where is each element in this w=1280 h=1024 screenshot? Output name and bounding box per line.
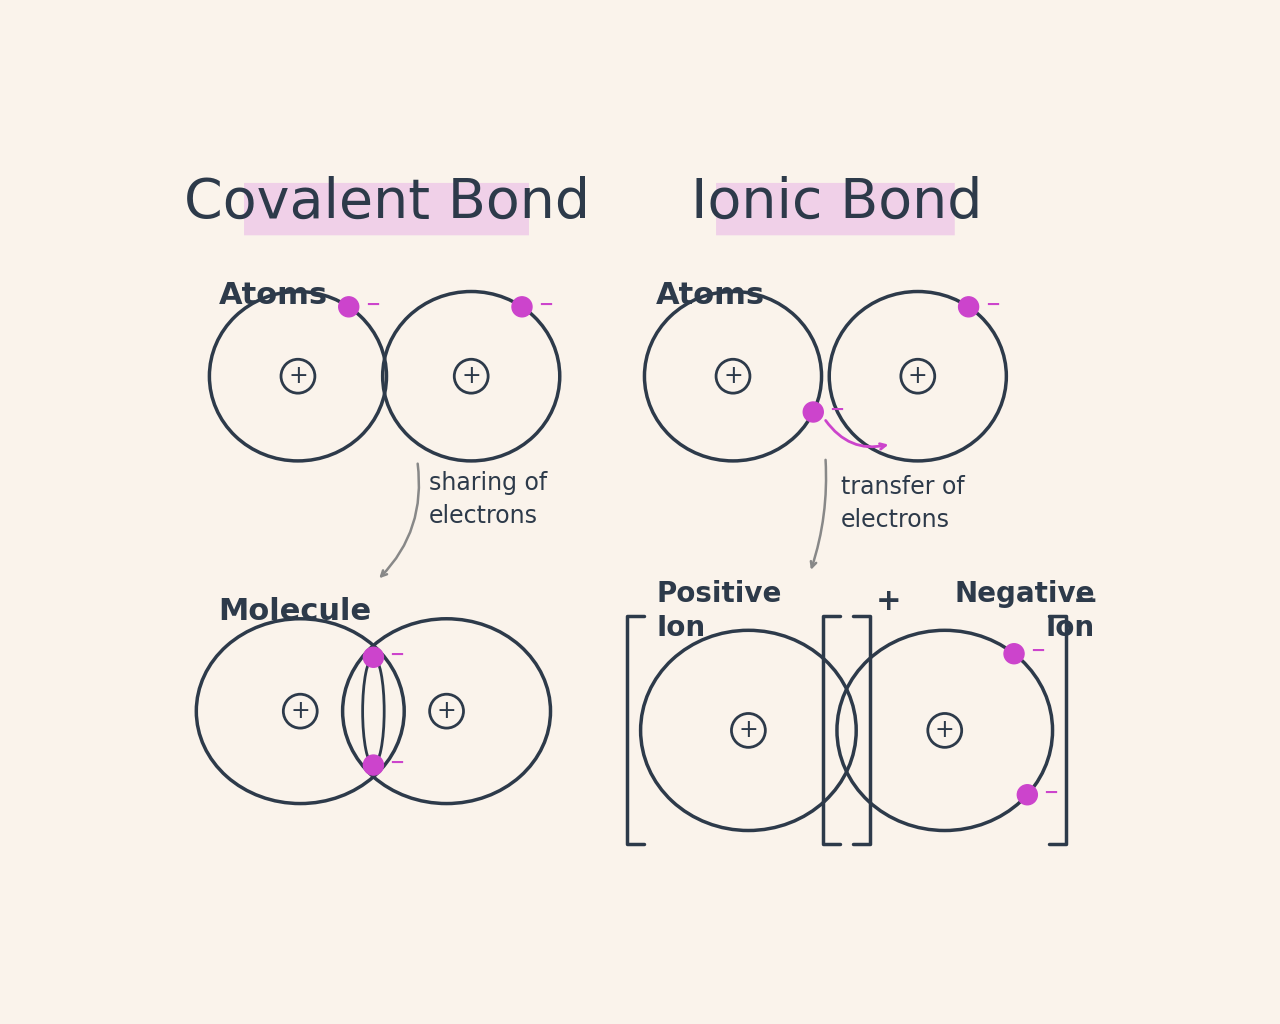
Text: −: − [984, 296, 1000, 313]
Text: +: + [288, 365, 307, 388]
Text: Ionic Bond: Ionic Bond [691, 176, 983, 230]
Text: Atoms: Atoms [219, 281, 328, 310]
Text: Covalent Bond: Covalent Bond [183, 176, 590, 230]
Text: Atoms: Atoms [657, 281, 765, 310]
Circle shape [1018, 784, 1037, 805]
Text: −: − [1043, 783, 1059, 802]
Text: −: − [389, 646, 404, 664]
Text: sharing of
electrons: sharing of electrons [429, 471, 547, 528]
Text: +: + [908, 365, 928, 388]
Text: −: − [1030, 642, 1046, 660]
Text: +: + [461, 365, 481, 388]
Text: +: + [291, 699, 310, 723]
Circle shape [364, 647, 384, 668]
Circle shape [959, 297, 979, 316]
Text: −: − [538, 296, 553, 313]
Text: −: − [365, 296, 380, 313]
Text: Molecule: Molecule [219, 597, 371, 626]
Text: transfer of
electrons: transfer of electrons [841, 474, 965, 532]
Text: +: + [739, 719, 758, 742]
Text: +: + [934, 719, 955, 742]
Circle shape [364, 755, 384, 775]
Text: −: − [1073, 588, 1098, 616]
Text: +: + [877, 588, 902, 616]
Circle shape [512, 297, 532, 316]
Text: Negative
Ion: Negative Ion [955, 580, 1094, 642]
Text: −: − [389, 754, 404, 772]
Text: +: + [436, 699, 457, 723]
FancyBboxPatch shape [716, 183, 955, 236]
Circle shape [339, 297, 358, 316]
Text: +: + [723, 365, 742, 388]
Circle shape [804, 402, 823, 422]
Text: Positive
Ion: Positive Ion [657, 580, 781, 642]
Circle shape [1004, 644, 1024, 664]
FancyBboxPatch shape [244, 183, 529, 236]
Text: −: − [829, 400, 845, 419]
